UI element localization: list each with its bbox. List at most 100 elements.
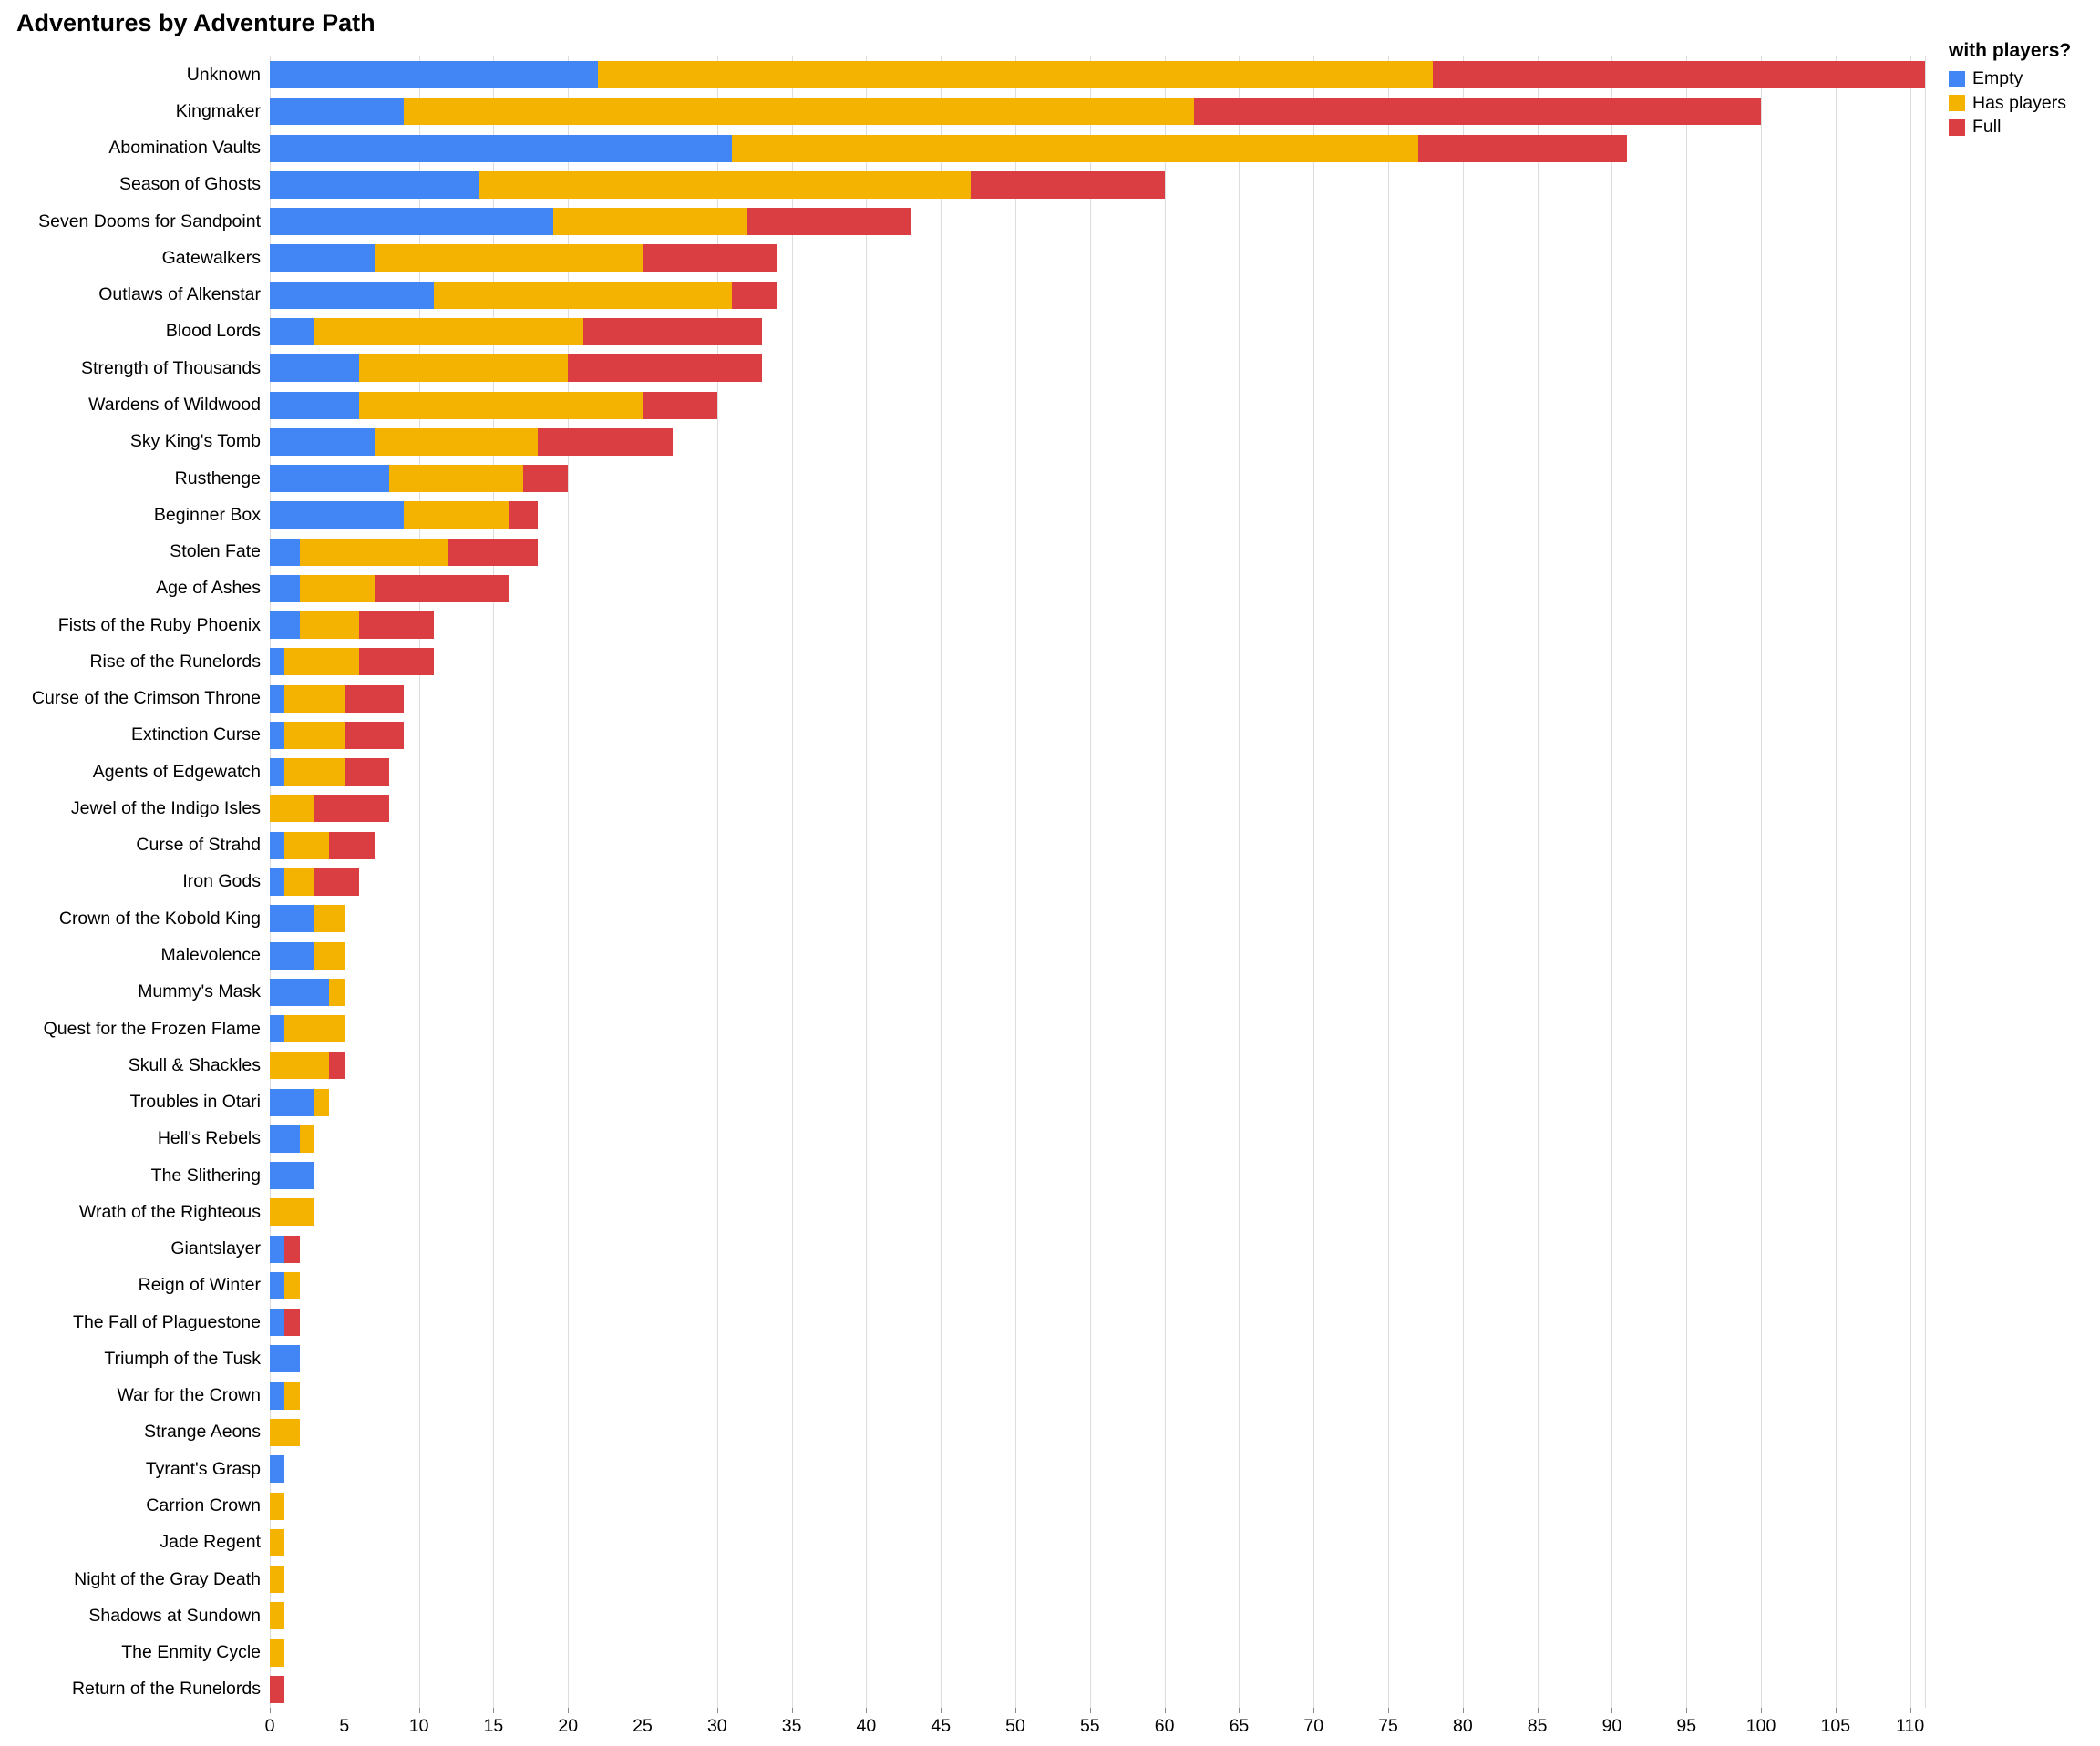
bar-segment-empty [270,354,360,383]
gridline [1164,56,1166,1708]
x-axis-tick [270,1708,271,1713]
stacked-bar [270,574,1925,602]
stacked-bar [270,1492,1925,1520]
bar-row [270,570,1925,607]
bar-segment-empty [270,208,553,236]
x-axis-tick [418,1708,420,1713]
stacked-bar [270,1198,1925,1227]
bar-segment-has-players [597,61,1434,89]
gridline [1462,56,1464,1708]
y-axis-label: Stolen Fate [170,541,261,562]
x-axis-tick [1611,1708,1613,1713]
bar-segment-full [568,354,762,383]
x-axis-tick-label: 30 [706,1716,727,1736]
y-axis-label: Reign of Winter [138,1275,261,1296]
x-axis-tick-label: 35 [781,1716,802,1736]
bar-segment-has-players [270,1418,300,1446]
stacked-bar [270,721,1925,749]
x-axis-tick [791,1708,793,1713]
bar-row [270,1561,1925,1597]
bar-segment-has-players [374,427,539,456]
bar-segment-has-players [359,354,569,383]
x-axis-tick [1015,1708,1017,1713]
bar-segment-has-players [299,538,449,566]
bar-segment-has-players [270,1052,330,1080]
y-axis-label: Curse of the Crimson Throne [31,688,261,709]
x-axis-tick-label: 10 [408,1716,429,1736]
stacked-bar [270,1675,1925,1703]
gridline [493,56,495,1708]
bar-segment-empty [270,244,375,272]
bar-row [270,497,1925,533]
bar-segment-empty [270,1125,300,1153]
x-axis-tick [1761,1708,1763,1713]
bar-segment-has-players [284,758,345,786]
legend-label: Empty [1972,68,2023,88]
gridline [1537,56,1539,1708]
bar-row [270,937,1925,973]
stacked-bar [270,354,1925,383]
bar-segment-full [359,611,434,640]
bar-row [270,1084,1925,1120]
x-axis-tick-label: 80 [1452,1716,1473,1736]
x-axis-tick-label: 15 [483,1716,504,1736]
bar-segment-has-players [299,611,360,640]
y-axis-label: Fists of the Ruby Phoenix [57,614,261,635]
stacked-bar [270,1602,1925,1630]
bar-row [270,790,1925,827]
bar-segment-has-players [284,1381,300,1410]
bar-segment-has-players [374,244,643,272]
gridline [941,56,942,1708]
y-axis-label: The Slithering [150,1165,261,1186]
y-axis-label: Hell's Rebels [157,1128,261,1149]
legend-swatch [1949,70,1965,87]
legend-label: Has players [1972,92,2066,113]
bar-segment-empty [270,281,434,309]
bar-segment-empty [270,170,479,199]
bar-segment-has-players [284,1015,345,1043]
bar-row [270,277,1925,313]
bar-segment-empty [270,1309,285,1337]
bar-row [270,1340,1925,1377]
bar-row [270,1487,1925,1524]
stacked-bar [270,170,1925,199]
bar-segment-empty [270,905,315,933]
y-axis-label: Giantslayer [170,1238,261,1259]
x-axis-tick-label: 110 [1896,1716,1925,1736]
bar-segment-empty [270,1381,285,1410]
bar-segment-full [448,538,539,566]
bar-segment-empty [270,1271,285,1299]
y-axis-label: Strength of Thousands [81,357,261,378]
x-axis-tick [716,1708,718,1713]
bar-row [270,1157,1925,1194]
stacked-bar [270,317,1925,345]
x-axis-tick-label: 40 [856,1716,877,1736]
x-axis-tick-label: 25 [633,1716,653,1736]
bar-segment-empty [270,538,300,566]
y-axis-label: Mummy's Mask [138,981,261,1002]
bar-segment-has-players [284,1271,300,1299]
stacked-bar [270,1381,1925,1410]
bar-segment-has-players [404,98,1195,126]
bar-row [270,1378,1925,1414]
y-axis-label: Blood Lords [165,321,261,342]
y-axis-label: Quest for the Frozen Flame [43,1018,261,1039]
bar-row [270,533,1925,570]
bar-row [270,460,1925,497]
y-axis-label: The Enmity Cycle [121,1642,261,1663]
y-axis-label: Jewel of the Indigo Isles [70,797,261,818]
y-axis-label: Beginner Box [153,504,261,525]
bar-segment-empty [270,1345,300,1373]
x-axis-tick-label: 85 [1527,1716,1548,1736]
stacked-bar [270,1015,1925,1043]
y-axis-label: Agents of Edgewatch [92,761,261,782]
stacked-bar [270,1638,1925,1667]
x-axis-tick [1239,1708,1240,1713]
bar-segment-empty [270,1015,285,1043]
bar-row [270,313,1925,350]
bar-segment-empty [270,61,598,89]
bar-segment-has-players [314,317,583,345]
x-axis-tick [1462,1708,1464,1713]
bar-segment-has-players [284,648,360,676]
bar-segment-full [732,281,777,309]
